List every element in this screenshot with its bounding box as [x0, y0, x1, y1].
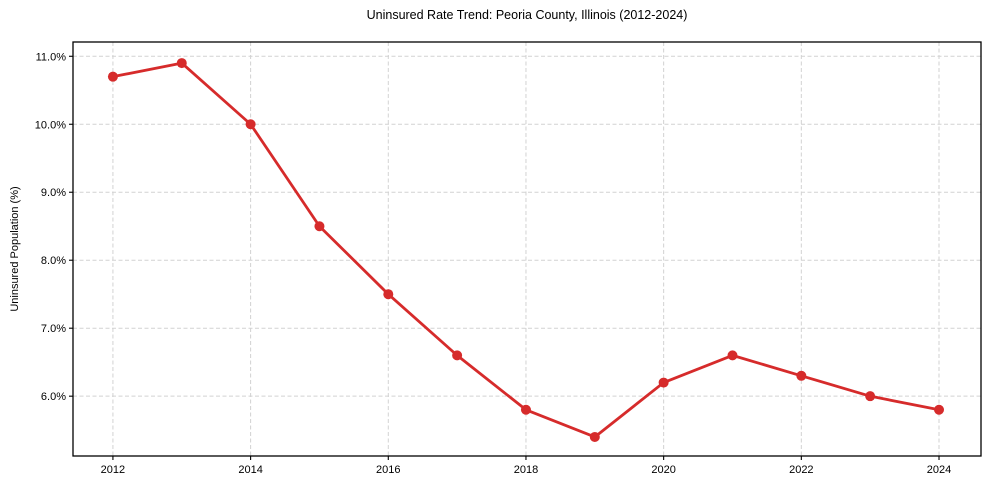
data-point — [107, 71, 118, 82]
data-point — [383, 289, 394, 300]
data-point — [934, 404, 945, 415]
chart-title: Uninsured Rate Trend: Peoria County, Ill… — [366, 8, 688, 22]
data-point — [865, 391, 876, 402]
y-tick-label: 11.0% — [36, 51, 67, 63]
y-tick-label: 9.0% — [41, 187, 66, 199]
plot-border — [72, 41, 982, 457]
data-point — [520, 404, 531, 415]
x-tick-label: 2020 — [651, 464, 675, 476]
y-tick-label: 7.0% — [41, 323, 66, 335]
data-point — [796, 370, 807, 381]
y-tick-label: 6.0% — [41, 391, 66, 403]
data-point — [176, 58, 187, 69]
data-point — [658, 377, 669, 388]
x-tick-label: 2022 — [789, 464, 813, 476]
data-point — [245, 119, 256, 130]
x-tick-label: 2024 — [927, 464, 951, 476]
data-point — [727, 350, 738, 361]
data-point — [452, 350, 463, 361]
data-point — [314, 221, 325, 232]
x-tick-label: 2012 — [101, 464, 125, 476]
x-tick-label: 2014 — [238, 464, 262, 476]
y-tick-label: 8.0% — [41, 255, 66, 267]
y-tick-label: 10.0% — [35, 119, 66, 131]
x-tick-label: 2018 — [514, 464, 538, 476]
x-tick-label: 2016 — [376, 464, 400, 476]
data-point — [589, 431, 600, 442]
